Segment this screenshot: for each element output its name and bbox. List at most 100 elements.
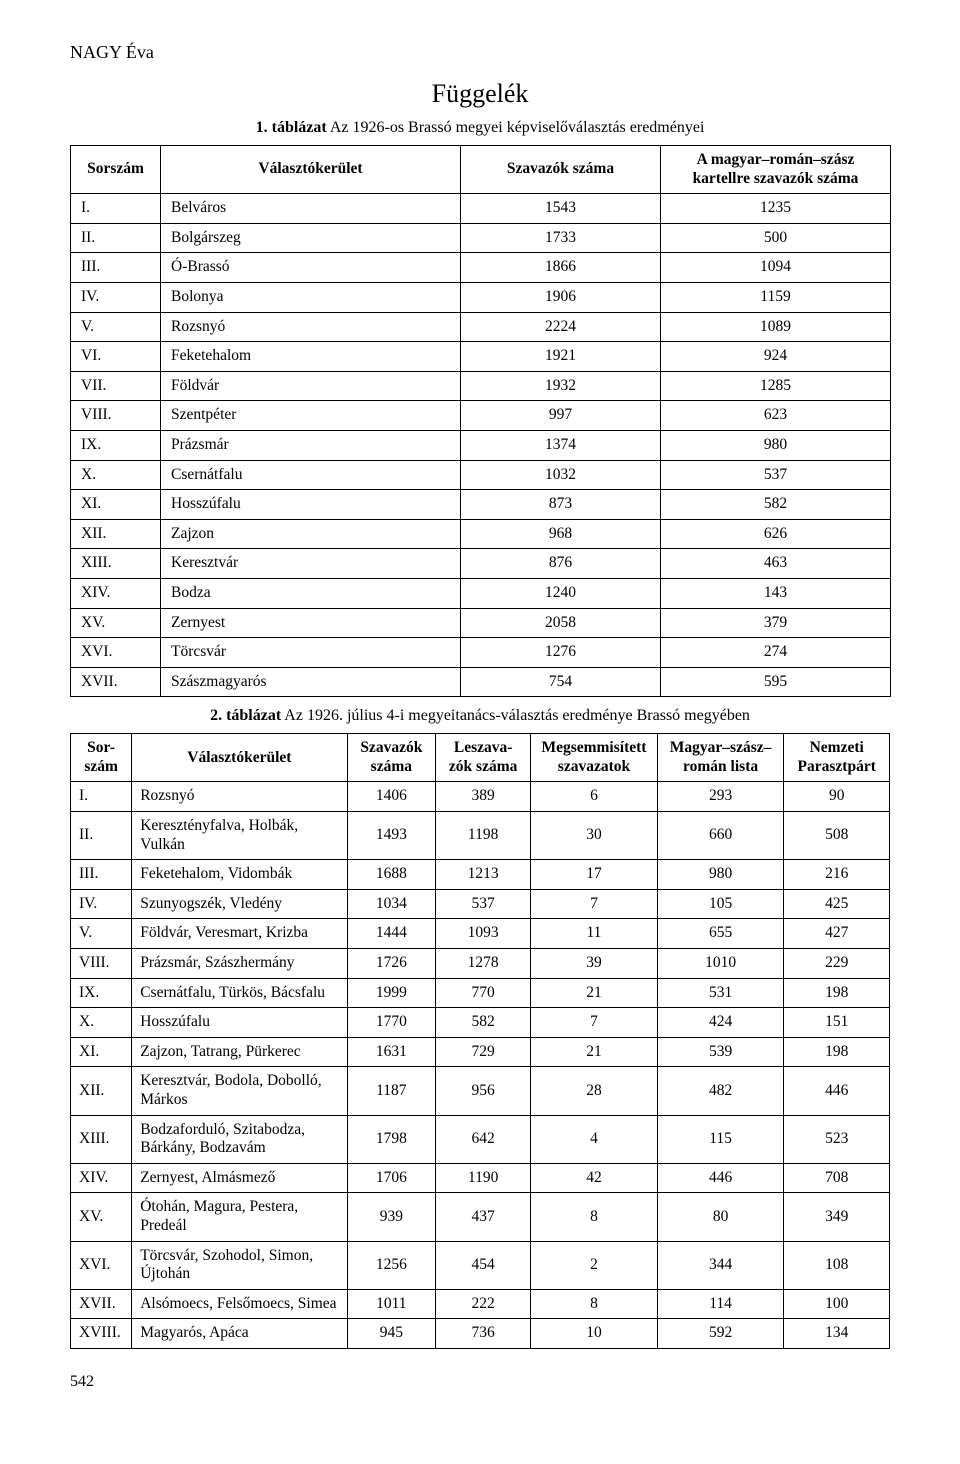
cell-b: 537 bbox=[436, 889, 531, 919]
cell-sorszam: I. bbox=[71, 194, 161, 224]
cell-sorszam: IV. bbox=[71, 889, 132, 919]
cell-b: 1198 bbox=[436, 812, 531, 860]
cell-name: Keresztvár, Bodola, Dobolló, Márkos bbox=[132, 1067, 347, 1115]
table-row: XIV.Bodza1240143 bbox=[71, 578, 891, 608]
cell-sorszam: XVI. bbox=[71, 1241, 132, 1289]
cell-c: 11 bbox=[531, 919, 658, 949]
cell-e: 708 bbox=[784, 1163, 890, 1193]
cell-c: 8 bbox=[531, 1289, 658, 1319]
cell-a: 1706 bbox=[347, 1163, 436, 1193]
appendix-title: Függelék bbox=[70, 79, 890, 109]
cell-c: 2 bbox=[531, 1241, 658, 1289]
cell-name: Bolgárszeg bbox=[161, 223, 461, 253]
cell-b: 1190 bbox=[436, 1163, 531, 1193]
cell-c: 17 bbox=[531, 860, 658, 890]
cell-a: 1444 bbox=[347, 919, 436, 949]
page-number: 542 bbox=[70, 1373, 890, 1391]
cell-name: Feketehalom bbox=[161, 342, 461, 372]
cell-sorszam: XIII. bbox=[71, 549, 161, 579]
cell-sorszam: IX. bbox=[71, 430, 161, 460]
cell-kartell: 595 bbox=[661, 667, 891, 697]
cell-szavazok: 1543 bbox=[461, 194, 661, 224]
cell-e: 216 bbox=[784, 860, 890, 890]
cell-e: 425 bbox=[784, 889, 890, 919]
cell-kartell: 626 bbox=[661, 519, 891, 549]
cell-kartell: 274 bbox=[661, 638, 891, 668]
cell-d: 446 bbox=[657, 1163, 784, 1193]
cell-sorszam: XVII. bbox=[71, 1289, 132, 1319]
table-row: X.Hosszúfalu17705827424151 bbox=[71, 1008, 890, 1038]
table1-h2: Szavazók száma bbox=[507, 160, 614, 177]
cell-name: Földvár bbox=[161, 371, 461, 401]
cell-a: 1770 bbox=[347, 1008, 436, 1038]
cell-d: 592 bbox=[657, 1319, 784, 1349]
cell-a: 1406 bbox=[347, 782, 436, 812]
table2-header-valasztokerulet: Választókerület bbox=[132, 734, 347, 782]
table-row: XV.Zernyest2058379 bbox=[71, 608, 891, 638]
cell-sorszam: IX. bbox=[71, 978, 132, 1008]
cell-name: Rozsnyó bbox=[161, 312, 461, 342]
cell-b: 736 bbox=[436, 1319, 531, 1349]
cell-b: 454 bbox=[436, 1241, 531, 1289]
cell-sorszam: II. bbox=[71, 223, 161, 253]
table-row: XIV.Zernyest, Almásmező1706119042446708 bbox=[71, 1163, 890, 1193]
cell-c: 42 bbox=[531, 1163, 658, 1193]
table-row: XI.Hosszúfalu873582 bbox=[71, 490, 891, 520]
cell-szavazok: 754 bbox=[461, 667, 661, 697]
cell-a: 1034 bbox=[347, 889, 436, 919]
cell-e: 151 bbox=[784, 1008, 890, 1038]
cell-a: 1726 bbox=[347, 949, 436, 979]
cell-d: 531 bbox=[657, 978, 784, 1008]
cell-sorszam: V. bbox=[71, 312, 161, 342]
table-row: XVI.Törcsvár1276274 bbox=[71, 638, 891, 668]
cell-sorszam: XII. bbox=[71, 1067, 132, 1115]
cell-c: 21 bbox=[531, 978, 658, 1008]
cell-szavazok: 1906 bbox=[461, 282, 661, 312]
table-row: V.Földvár, Veresmart, Krizba144410931165… bbox=[71, 919, 890, 949]
cell-szavazok: 997 bbox=[461, 401, 661, 431]
cell-c: 10 bbox=[531, 1319, 658, 1349]
cell-sorszam: XI. bbox=[71, 490, 161, 520]
cell-kartell: 1089 bbox=[661, 312, 891, 342]
cell-a: 1493 bbox=[347, 812, 436, 860]
table-row: VIII.Szentpéter997623 bbox=[71, 401, 891, 431]
table-row: IV.Szunyogszék, Vledény10345377105425 bbox=[71, 889, 890, 919]
table-row: I.Belváros15431235 bbox=[71, 194, 891, 224]
cell-kartell: 463 bbox=[661, 549, 891, 579]
cell-name: Ótohán, Magura, Pestera, Predeál bbox=[132, 1193, 347, 1241]
cell-name: Feketehalom, Vidombák bbox=[132, 860, 347, 890]
cell-kartell: 924 bbox=[661, 342, 891, 372]
cell-name: Rozsnyó bbox=[132, 782, 347, 812]
table-row: III.Feketehalom, Vidombák168812131798021… bbox=[71, 860, 890, 890]
cell-sorszam: X. bbox=[71, 460, 161, 490]
table-row: II.Bolgárszeg1733500 bbox=[71, 223, 891, 253]
cell-name: Törcsvár bbox=[161, 638, 461, 668]
cell-kartell: 980 bbox=[661, 430, 891, 460]
table1-h3: A magyar–román–szász kartellre szavazók … bbox=[693, 151, 859, 187]
table-row: XIII.Bodzaforduló, Szitabodza, Bárkány, … bbox=[71, 1115, 890, 1163]
table2: Sor- szám Választókerület Szavazók száma… bbox=[70, 733, 890, 1349]
cell-e: 198 bbox=[784, 1037, 890, 1067]
cell-sorszam: XVI. bbox=[71, 638, 161, 668]
author-name: NAGY Éva bbox=[70, 42, 890, 63]
cell-d: 655 bbox=[657, 919, 784, 949]
cell-name: Alsómoecs, Felsőmoecs, Simea bbox=[132, 1289, 347, 1319]
cell-sorszam: V. bbox=[71, 919, 132, 949]
cell-name: Szászmagyarós bbox=[161, 667, 461, 697]
cell-b: 1213 bbox=[436, 860, 531, 890]
cell-szavazok: 2058 bbox=[461, 608, 661, 638]
table2-header-row: Sor- szám Választókerület Szavazók száma… bbox=[71, 734, 890, 782]
cell-name: Zajzon bbox=[161, 519, 461, 549]
cell-sorszam: VI. bbox=[71, 342, 161, 372]
cell-name: Zernyest, Almásmező bbox=[132, 1163, 347, 1193]
cell-c: 30 bbox=[531, 812, 658, 860]
table2-h0: Sor- szám bbox=[84, 739, 118, 775]
cell-szavazok: 1240 bbox=[461, 578, 661, 608]
cell-d: 482 bbox=[657, 1067, 784, 1115]
cell-name: Szentpéter bbox=[161, 401, 461, 431]
cell-sorszam: VII. bbox=[71, 371, 161, 401]
cell-name: Zajzon, Tatrang, Pürkerec bbox=[132, 1037, 347, 1067]
cell-name: Bodza bbox=[161, 578, 461, 608]
cell-sorszam: II. bbox=[71, 812, 132, 860]
table1-caption-bold: 1. táblázat bbox=[256, 119, 327, 136]
